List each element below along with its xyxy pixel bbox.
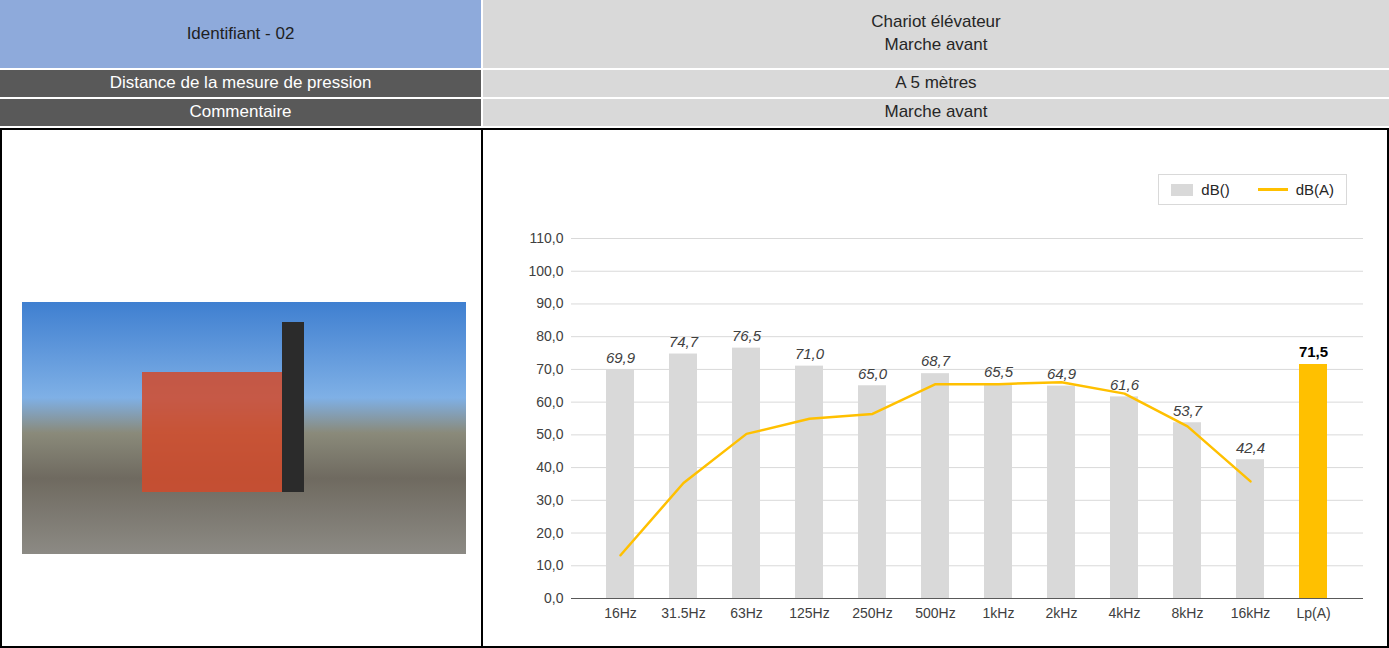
- html-text:Commentaire: Commentaire: [189, 102, 292, 121]
- svg-text:42,4: 42,4: [1236, 439, 1265, 456]
- svg-text:74,7: 74,7: [669, 333, 699, 350]
- html-text:Marche avant: Marche avant: [884, 102, 988, 121]
- svg-text:90,0: 90,0: [536, 295, 563, 311]
- svg-text:64,9: 64,9: [1047, 365, 1077, 382]
- svg-text:50,0: 50,0: [536, 426, 563, 442]
- svg-text:125Hz: 125Hz: [789, 605, 829, 621]
- html-text:dB(): dB(): [1201, 181, 1230, 198]
- svg-text:65,0: 65,0: [858, 365, 888, 382]
- svg-text:2kHz: 2kHz: [1046, 605, 1078, 621]
- svg-text:80,0: 80,0: [536, 328, 563, 344]
- svg-text:60,0: 60,0: [536, 394, 563, 410]
- svg-text:16Hz: 16Hz: [604, 605, 637, 621]
- html-text:Chariot élévateur: Chariot élévateur: [871, 12, 1001, 32]
- svg-text:71,0: 71,0: [795, 345, 825, 362]
- html-text:Distance de la mesure de press: Distance de la mesure de pression: [109, 73, 372, 92]
- svg-text:500Hz: 500Hz: [915, 605, 955, 621]
- svg-text:61,6: 61,6: [1110, 376, 1140, 393]
- svg-text:1kHz: 1kHz: [983, 605, 1015, 621]
- html-text:A 5 mètres: A 5 mètres: [895, 73, 977, 92]
- svg-text:0,0: 0,0: [544, 590, 564, 606]
- svg-text:8kHz: 8kHz: [1172, 605, 1204, 621]
- svg-text:69,9: 69,9: [606, 349, 636, 366]
- svg-text:20,0: 20,0: [536, 525, 563, 541]
- html-text:dB(A): dB(A): [1295, 181, 1334, 198]
- svg-text:100,0: 100,0: [528, 263, 563, 279]
- svg-text:16kHz: 16kHz: [1231, 605, 1271, 621]
- svg-text:65,5: 65,5: [984, 363, 1014, 380]
- svg-text:40,0: 40,0: [536, 459, 563, 475]
- html-text:Marche avant: Marche avant: [884, 35, 988, 54]
- svg-text:250Hz: 250Hz: [852, 605, 892, 621]
- svg-text:30,0: 30,0: [536, 492, 563, 508]
- svg-text:4kHz: 4kHz: [1109, 605, 1141, 621]
- svg-text:63Hz: 63Hz: [730, 605, 763, 621]
- svg-text:53,7: 53,7: [1173, 402, 1203, 419]
- svg-text:31.5Hz: 31.5Hz: [661, 605, 705, 621]
- svg-text:10,0: 10,0: [536, 557, 563, 573]
- svg-text:70,0: 70,0: [536, 361, 563, 377]
- svg-text:110,0: 110,0: [530, 230, 564, 246]
- html-text:Identifiant - 02: Identifiant - 02: [186, 23, 295, 43]
- svg-text:Lp(A): Lp(A): [1296, 605, 1330, 621]
- svg-text:68,7: 68,7: [921, 352, 951, 369]
- svg-text:76,5: 76,5: [732, 327, 762, 344]
- svg-text:71,5: 71,5: [1299, 343, 1328, 360]
